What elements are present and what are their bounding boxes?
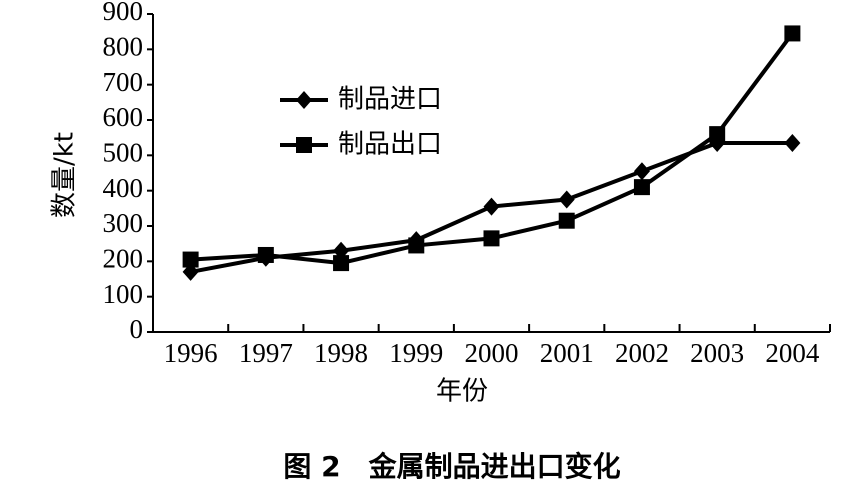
- x-tick-label: 2002: [615, 338, 669, 368]
- y-tick-label: 800: [103, 32, 144, 62]
- legend-marker: [296, 91, 312, 109]
- marker: [633, 179, 650, 196]
- x-tick-label: 2000: [465, 338, 519, 368]
- marker: [333, 255, 350, 272]
- x-tick-label: 1998: [314, 338, 368, 368]
- marker: [633, 162, 650, 181]
- x-tick-label: 2004: [765, 338, 820, 368]
- x-tick-label: 2003: [690, 338, 744, 368]
- legend-marker: [296, 137, 312, 153]
- chart-title: 图 2 金属制品进出口变化: [283, 450, 620, 483]
- x-axis-label: 年份: [436, 377, 488, 407]
- marker: [558, 190, 575, 209]
- marker: [709, 126, 726, 143]
- y-tick-label: 300: [103, 208, 144, 238]
- y-axis-label: 数量/kt: [50, 132, 80, 218]
- marker: [257, 246, 274, 263]
- marker: [558, 212, 575, 229]
- y-tick-label: 0: [130, 314, 144, 344]
- marker: [483, 230, 500, 247]
- y-tick-label: 900: [103, 0, 144, 26]
- legend-label: 制品进口: [338, 85, 442, 115]
- x-tick-label: 1999: [389, 338, 443, 368]
- marker: [784, 133, 801, 152]
- y-tick-label: 100: [103, 279, 144, 309]
- x-tick-label: 1996: [164, 338, 218, 368]
- x-tick-label: 1997: [239, 338, 293, 368]
- legend-label: 制品出口: [338, 130, 442, 160]
- marker: [483, 197, 500, 216]
- x-tick-label: 2001: [540, 338, 594, 368]
- marker: [182, 251, 199, 268]
- y-tick-label: 400: [103, 173, 144, 203]
- y-tick-label: 700: [103, 67, 144, 97]
- y-tick-label: 200: [103, 244, 144, 274]
- marker: [408, 237, 425, 254]
- y-tick-label: 500: [103, 138, 144, 168]
- marker: [784, 25, 801, 42]
- y-tick-label: 600: [103, 102, 144, 132]
